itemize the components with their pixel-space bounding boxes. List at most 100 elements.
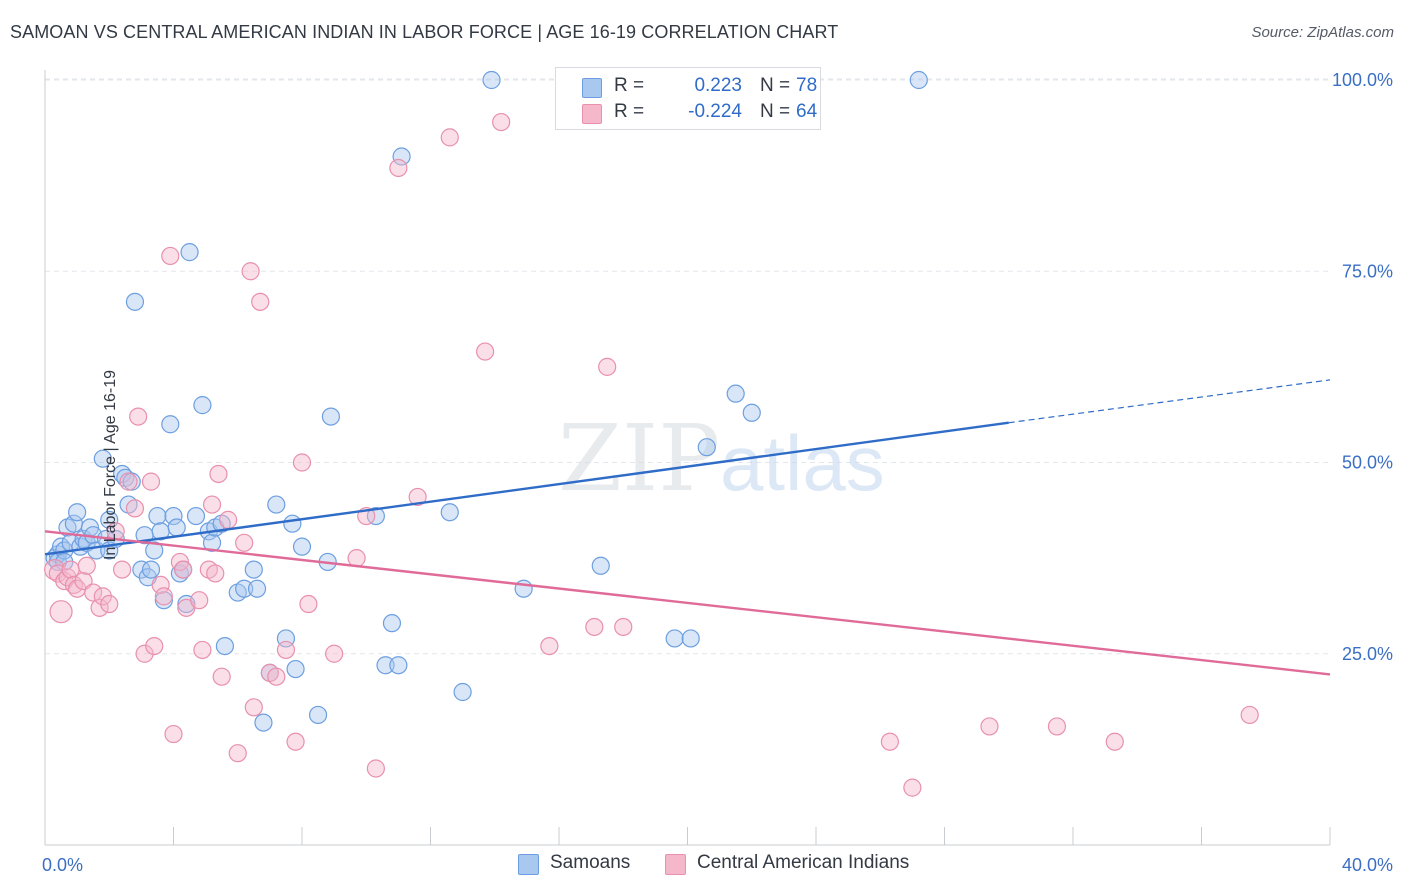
central-american-indians-point	[161, 246, 180, 266]
samoans-point	[742, 403, 761, 422]
central-american-indians-point	[347, 549, 366, 568]
y-tick-label: 75.0%	[1342, 261, 1393, 281]
r-value: -0.224	[688, 101, 742, 122]
central-american-indians-point	[209, 464, 228, 484]
trend-lines	[44, 379, 1331, 676]
samoans-trend-line	[44, 421, 1009, 556]
samoans-point	[440, 503, 459, 522]
samoans-point	[244, 560, 263, 579]
axis-layer	[44, 70, 1331, 846]
central-american-indians-point	[129, 407, 148, 426]
samoans-point	[125, 292, 145, 311]
central-american-indians-point	[174, 560, 193, 579]
legend-label: Central American Indians	[697, 852, 910, 873]
samoans-point	[267, 495, 286, 514]
samoans-point	[215, 636, 234, 656]
central-american-indians-point	[241, 262, 260, 281]
samoans-point	[254, 713, 273, 732]
central-american-indians-point	[286, 732, 305, 751]
central-american-indians-point	[598, 357, 617, 376]
central-american-indians-point	[1105, 732, 1124, 751]
samoans-point	[909, 70, 928, 90]
samoans-point	[235, 579, 254, 598]
correlation-stats-box: R = 0.223 N = 78 R = -0.224 N = 64	[555, 67, 821, 130]
central-american-indians-point	[540, 636, 559, 656]
samoans-point	[164, 506, 183, 526]
central-american-indians-point	[244, 698, 263, 717]
central-american-indians-point	[206, 564, 225, 583]
central-american-indians-point	[151, 575, 170, 595]
samoans-point	[93, 449, 112, 468]
watermark: ZIP atlas	[558, 405, 885, 512]
central-american-indians-point	[366, 759, 385, 778]
source-credit: Source: ZipAtlas.com	[1251, 24, 1394, 41]
central-american-indians-point	[100, 594, 119, 614]
central-american-indians-point	[299, 594, 318, 614]
x-tick-label: 40.0%	[1342, 855, 1393, 875]
chart-title: SAMOAN VS CENTRAL AMERICAN INDIAN IN LAB…	[10, 22, 839, 42]
samoans-point	[382, 614, 402, 633]
central-american-indians-point	[476, 342, 495, 361]
samoans-point	[376, 656, 395, 675]
samoans-point	[665, 629, 684, 648]
central-american-indians-point	[125, 499, 145, 518]
samoans-point	[145, 541, 164, 560]
central-american-indians-point	[49, 600, 73, 624]
central-american-indians-point	[292, 453, 312, 472]
samoans-points	[45, 70, 928, 732]
central-american-indians-point	[112, 560, 132, 579]
central-american-indians-point	[202, 495, 222, 514]
samoans-point	[161, 415, 180, 434]
central-american-indians-point	[880, 732, 899, 751]
central-american-indians-point	[84, 583, 103, 602]
central-american-indians-point	[235, 533, 254, 552]
r-label: R =	[614, 101, 645, 122]
central-american-indians-points	[44, 112, 1259, 797]
y-axis-label: In Labor Force | Age 16-19	[102, 369, 120, 561]
samoans-swatch	[582, 78, 602, 98]
central-american-indians-swatch	[582, 104, 602, 124]
y-tick-label: 50.0%	[1342, 453, 1393, 473]
y-tick-label: 100.0%	[1332, 70, 1393, 90]
watermark-zip: ZIP	[558, 405, 720, 512]
samoans-point	[283, 514, 302, 533]
samoans-point	[292, 537, 312, 556]
n-label: N =	[760, 101, 791, 122]
samoans-point	[321, 407, 341, 426]
samoans-point	[697, 438, 716, 457]
central-american-indians-point	[903, 778, 922, 797]
tick-labels: 25.0% 50.0% 75.0% 100.0% 0.0% 40.0%	[42, 70, 1393, 875]
central-american-indians-point	[77, 556, 96, 575]
samoans-point	[453, 682, 472, 702]
samoans-point	[141, 560, 161, 579]
n-label: N =	[760, 75, 791, 96]
central-american-indians-point	[193, 640, 212, 660]
central-american-indians-point	[141, 472, 161, 491]
central-american-indians-point	[251, 292, 270, 311]
central-american-indians-point	[164, 724, 183, 744]
central-american-indians-point	[276, 640, 296, 660]
samoans-point	[100, 510, 119, 529]
central-american-indians-point	[408, 487, 427, 507]
samoans-point	[389, 656, 408, 675]
r-label: R =	[614, 75, 645, 96]
samoans-point	[308, 705, 328, 725]
samoans-point	[392, 147, 411, 166]
central-american-indians-point	[135, 644, 154, 663]
central-american-indians-point	[492, 112, 511, 132]
r-value: 0.223	[694, 75, 742, 96]
central-american-indians-point	[145, 636, 164, 656]
central-american-indians-point	[219, 510, 238, 529]
central-american-indians-point	[980, 717, 999, 736]
central-american-indians-point	[585, 617, 604, 637]
central-american-indians-point	[614, 617, 633, 637]
samoans-point	[186, 506, 206, 526]
samoans-point	[591, 556, 610, 575]
central-american-indians-point	[440, 128, 459, 147]
samoans-point	[286, 659, 305, 679]
x-tick-label: 0.0%	[42, 855, 83, 875]
samoans-point	[726, 384, 745, 403]
samoans-point	[154, 591, 173, 610]
central-american-indians-point	[212, 667, 231, 686]
